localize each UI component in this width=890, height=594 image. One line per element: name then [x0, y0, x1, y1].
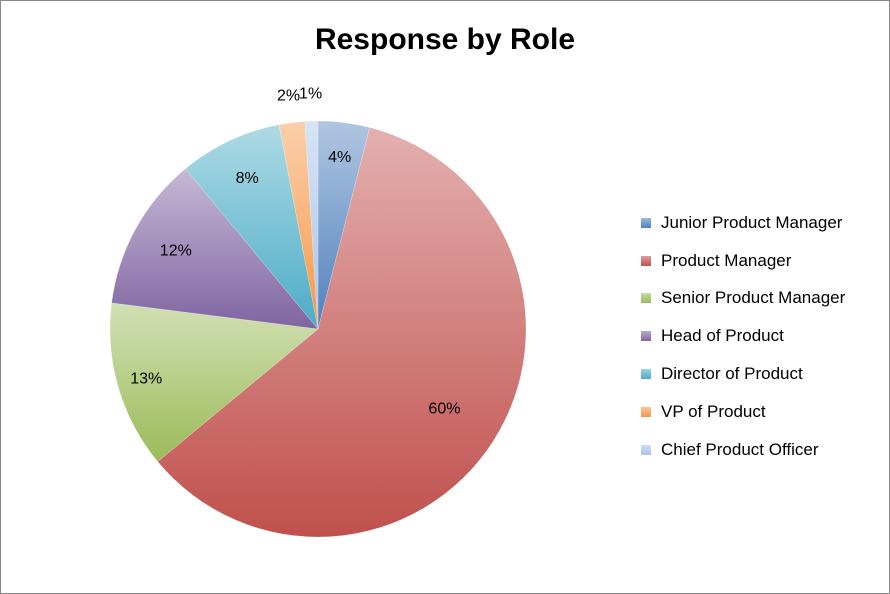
legend-item-junior-product-manager: Junior Product Manager	[641, 204, 881, 242]
legend-swatch	[641, 331, 651, 342]
legend-item-director-of-product: Director of Product	[641, 355, 881, 393]
pie-slice-head-of-product	[111, 168, 319, 330]
pie-slices	[109, 120, 527, 538]
legend-swatch	[641, 255, 651, 266]
legend-swatch	[641, 217, 651, 228]
legend-label: Junior Product Manager	[661, 212, 843, 232]
pie-slice-director-of-product	[185, 124, 319, 330]
legend-swatch	[641, 369, 651, 380]
pie-slice-senior-product-manager	[109, 302, 319, 462]
legend-label: Product Manager	[661, 250, 792, 270]
legend: Junior Product Manager Product Manager Sen…	[641, 204, 881, 469]
data-label-head-of-product: 12%	[160, 242, 192, 259]
data-label-junior-product-manager: 4%	[328, 149, 351, 166]
legend-item-head-of-product: Head of Product	[641, 317, 881, 355]
data-label-senior-product-manager: 13%	[130, 370, 162, 387]
legend-item-vp-of-product: VP of Product	[641, 393, 881, 431]
legend-label: Director of Product	[661, 364, 803, 384]
data-label-director-of-product: 8%	[236, 170, 259, 187]
legend-swatch	[641, 444, 651, 455]
pie-slice-junior-product-manager	[317, 120, 371, 330]
legend-label: Head of Product	[661, 326, 784, 346]
pie-slice-chief-product-officer	[304, 120, 319, 330]
data-label-vp-of-product: 2%	[277, 87, 300, 104]
legend-item-product-manager: Product Manager	[641, 242, 881, 280]
legend-label: Chief Product Officer	[661, 439, 819, 459]
pie-slice-vp-of-product	[278, 121, 319, 330]
legend-swatch	[641, 293, 651, 304]
data-label-product-manager: 60%	[428, 401, 460, 418]
legend-item-senior-product-manager: Senior Product Manager	[641, 280, 881, 318]
pie-labels: 4% 60% 13% 12% 8% 2%1%	[130, 86, 460, 418]
chart-title: Response by Role	[314, 23, 576, 56]
legend-item-chief-product-officer: Chief Product Officer	[641, 431, 881, 469]
legend-label: Senior Product Manager	[661, 288, 846, 308]
legend-swatch	[641, 406, 651, 417]
pie-slice-product-manager	[157, 127, 527, 538]
legend-label: VP of Product	[661, 401, 766, 421]
data-label-chief-product-officer: 1%	[299, 86, 322, 103]
